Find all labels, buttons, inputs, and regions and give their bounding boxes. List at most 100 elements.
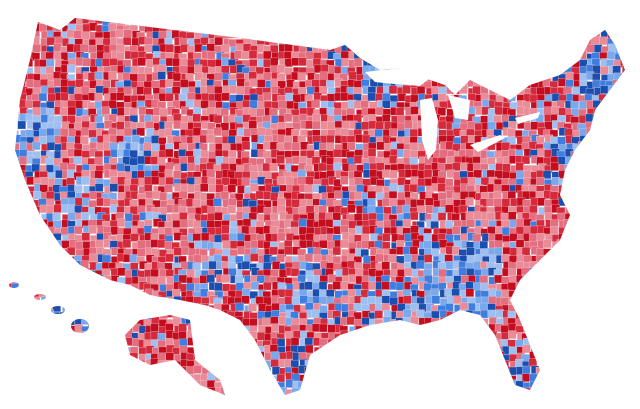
county xyxy=(500,46,509,55)
county xyxy=(621,304,625,313)
county xyxy=(40,261,49,270)
county xyxy=(242,347,251,356)
county xyxy=(461,18,470,19)
county xyxy=(18,59,28,69)
county xyxy=(53,204,62,213)
county xyxy=(515,387,524,395)
county xyxy=(236,22,245,31)
county xyxy=(475,9,483,17)
county xyxy=(558,388,567,395)
county xyxy=(529,318,538,327)
county xyxy=(12,134,22,143)
county xyxy=(12,80,21,90)
county xyxy=(528,290,537,300)
county xyxy=(354,331,363,341)
county xyxy=(32,253,42,262)
county xyxy=(535,303,545,313)
county xyxy=(55,169,64,179)
county xyxy=(89,394,98,395)
county xyxy=(90,324,99,333)
county xyxy=(26,233,36,242)
county xyxy=(522,344,531,354)
counties xyxy=(9,9,637,404)
county xyxy=(543,248,552,257)
county xyxy=(9,232,13,242)
county xyxy=(11,198,20,207)
county xyxy=(605,186,614,195)
county xyxy=(66,246,76,256)
county xyxy=(577,388,586,395)
county xyxy=(578,186,588,195)
county xyxy=(244,18,253,19)
county xyxy=(446,340,455,349)
county xyxy=(598,373,607,382)
county xyxy=(276,176,286,185)
county xyxy=(227,352,236,361)
county xyxy=(465,316,474,326)
county xyxy=(25,367,35,376)
county xyxy=(585,205,594,214)
county xyxy=(495,309,504,318)
county xyxy=(376,337,385,346)
county xyxy=(32,141,41,151)
county xyxy=(592,100,602,109)
county xyxy=(494,359,504,368)
county xyxy=(165,162,174,171)
county xyxy=(221,274,231,283)
county xyxy=(61,261,70,270)
county xyxy=(214,234,223,244)
county xyxy=(501,226,511,236)
county xyxy=(269,226,279,235)
county xyxy=(537,317,546,327)
county xyxy=(54,382,63,391)
county xyxy=(587,198,596,207)
county xyxy=(12,64,21,73)
county xyxy=(411,37,421,46)
county xyxy=(629,324,637,332)
county xyxy=(306,219,315,228)
county xyxy=(47,368,56,377)
county xyxy=(523,9,531,17)
county xyxy=(466,344,475,353)
county xyxy=(242,387,251,395)
county xyxy=(445,204,454,213)
county xyxy=(473,282,482,291)
county xyxy=(221,347,231,356)
county xyxy=(214,36,223,46)
county xyxy=(472,74,482,83)
county xyxy=(550,260,559,269)
county xyxy=(165,44,174,53)
county xyxy=(410,176,419,185)
county xyxy=(613,164,623,173)
county xyxy=(145,368,154,377)
county xyxy=(312,396,320,404)
county xyxy=(612,220,622,230)
county xyxy=(116,368,125,377)
county xyxy=(242,99,251,109)
county xyxy=(474,253,484,263)
county xyxy=(579,219,589,228)
county xyxy=(206,318,216,327)
county xyxy=(164,169,173,178)
county xyxy=(572,44,581,53)
county xyxy=(564,46,573,55)
county xyxy=(340,18,349,19)
county xyxy=(199,18,209,26)
county xyxy=(418,366,427,375)
county xyxy=(627,214,635,222)
county xyxy=(396,323,405,332)
county xyxy=(592,240,601,249)
county xyxy=(95,282,105,292)
county xyxy=(438,347,447,356)
county xyxy=(472,261,482,270)
county xyxy=(311,37,320,46)
county xyxy=(9,382,13,391)
county xyxy=(521,66,530,76)
county xyxy=(137,240,146,249)
county xyxy=(75,396,83,404)
county xyxy=(453,18,463,27)
county xyxy=(298,37,308,46)
county xyxy=(606,101,615,110)
county xyxy=(573,233,582,242)
